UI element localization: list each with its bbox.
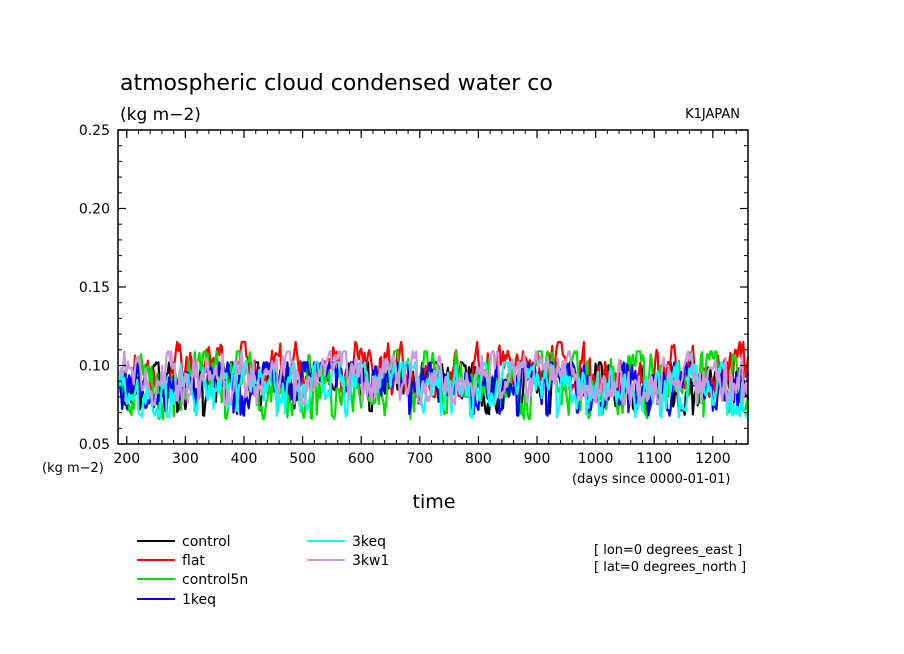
ticks-layer: 0.05 0.10 0.15 0.20 0.25 200 300 400 500 600 700 80… — [79, 123, 749, 467]
y-tick-label: 0.10 — [79, 359, 110, 375]
x-tick-label: 300 — [172, 451, 199, 467]
x-tick-label: 1200 — [695, 451, 731, 467]
legend-label-control5n: control5n — [182, 572, 248, 588]
chart-subtitle: (kg m−2) — [120, 105, 201, 125]
legend-label-3keq: 3keq — [352, 534, 386, 550]
y-axis-label: (kg m−2) — [42, 461, 104, 476]
x-tick-label: 500 — [289, 451, 316, 467]
series-layer — [118, 340, 750, 420]
x-axis-label: time — [413, 491, 456, 513]
chart-title: atmospheric cloud condensed water co — [120, 71, 553, 96]
x-tick-label: 1100 — [636, 451, 672, 467]
x-tick-label: 900 — [524, 451, 551, 467]
y-tick-label: 0.25 — [79, 123, 110, 139]
series-line-3kw1 — [118, 350, 750, 406]
annotation-lon: [ lon=0 degrees_east ] — [594, 543, 742, 558]
x-tick-label: 200 — [113, 451, 140, 467]
y-tick-label: 0.05 — [79, 437, 110, 453]
x-tick-label: 800 — [465, 451, 492, 467]
x-axis-units: (days since 0000-01-01) — [572, 472, 730, 487]
legend-label-control: control — [182, 534, 231, 550]
annotation-lat: [ lat=0 degrees_north ] — [594, 560, 746, 575]
legend-label-3kw1: 3kw1 — [352, 553, 389, 569]
legend-label-flat: flat — [182, 553, 205, 569]
x-tick-label: 400 — [231, 451, 258, 467]
y-tick-label: 0.15 — [79, 280, 110, 296]
y-tick-label: 0.20 — [79, 202, 110, 218]
x-tick-label: 1000 — [578, 451, 614, 467]
model-label: K1JAPAN — [685, 107, 740, 122]
legend: control flat control5n 1keq 3keq 3kw1 — [137, 534, 389, 608]
legend-label-1keq: 1keq — [182, 592, 216, 608]
x-tick-label: 600 — [348, 451, 375, 467]
x-tick-label: 700 — [406, 451, 433, 467]
